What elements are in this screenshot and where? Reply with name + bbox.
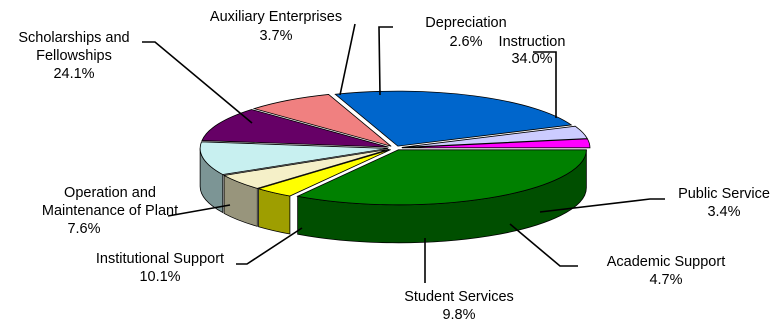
slice-pct: 3.7% <box>259 28 292 44</box>
slice-label-line: Student Services <box>404 289 514 305</box>
slice-label-1: Public Service 3.4% <box>678 186 770 220</box>
slice-label-4: Institutional Support 10.1% <box>96 251 224 285</box>
slice-pct: 24.1% <box>53 66 94 82</box>
slice-pct: 2.6% <box>449 34 482 50</box>
slice-label-line: Maintenance of Plant <box>42 203 178 219</box>
pie-slice-0 <box>296 149 587 206</box>
pie-slice-2 <box>222 148 390 189</box>
pie-slice-5 <box>252 94 392 147</box>
slice-pct: 34.0% <box>511 51 552 67</box>
pie-slice-8 <box>401 138 591 149</box>
slice-label-8: Depreciation 2.6% <box>425 15 506 50</box>
slice-pct: 9.8% <box>442 307 475 321</box>
slice-label-line: Operation and <box>64 185 156 201</box>
slice-label-line: Auxiliary Enterprises <box>210 9 342 25</box>
slice-label-2: Academic Support 4.7% <box>607 254 725 288</box>
slice-label-0: Instruction 34.0% <box>499 34 566 67</box>
slice-label-line: Scholarships and <box>18 30 129 46</box>
pie-slice-1 <box>257 149 391 197</box>
leader-line-4 <box>236 227 303 265</box>
leader-line-6 <box>142 41 253 124</box>
pie-slice-7 <box>401 125 588 148</box>
slice-label-line: Academic Support <box>607 254 725 270</box>
slice-label-7: Auxiliary Enterprises 3.7% <box>210 9 342 44</box>
leader-line-1 <box>539 198 665 213</box>
leader-line-8 <box>378 26 393 96</box>
slice-pct: 7.6% <box>67 221 100 237</box>
leader-line-2 <box>509 223 578 267</box>
leader-line-5 <box>167 204 231 217</box>
slice-pct: 4.7% <box>649 272 682 288</box>
slice-label-line: Instruction <box>499 34 566 50</box>
slice-label-line: Public Service <box>678 186 770 202</box>
pie-slice-4 <box>201 109 389 148</box>
slice-pct: 3.4% <box>707 204 740 220</box>
pie-slice-3 <box>199 141 389 175</box>
leader-line-7 <box>339 23 356 96</box>
leader-line-0 <box>533 51 557 118</box>
slice-label-5: Operation and Maintenance of Plant 7.6% <box>42 185 178 237</box>
slice-label-3: Student Services 9.8% <box>404 289 514 321</box>
slice-label-line: Institutional Support <box>96 251 224 267</box>
slice-label-6: Scholarships and Fellowships 24.1% <box>18 30 129 82</box>
slice-label-line: Depreciation <box>425 15 506 31</box>
slice-pct: 10.1% <box>139 269 180 285</box>
slice-label-line: Fellowships <box>36 48 112 64</box>
